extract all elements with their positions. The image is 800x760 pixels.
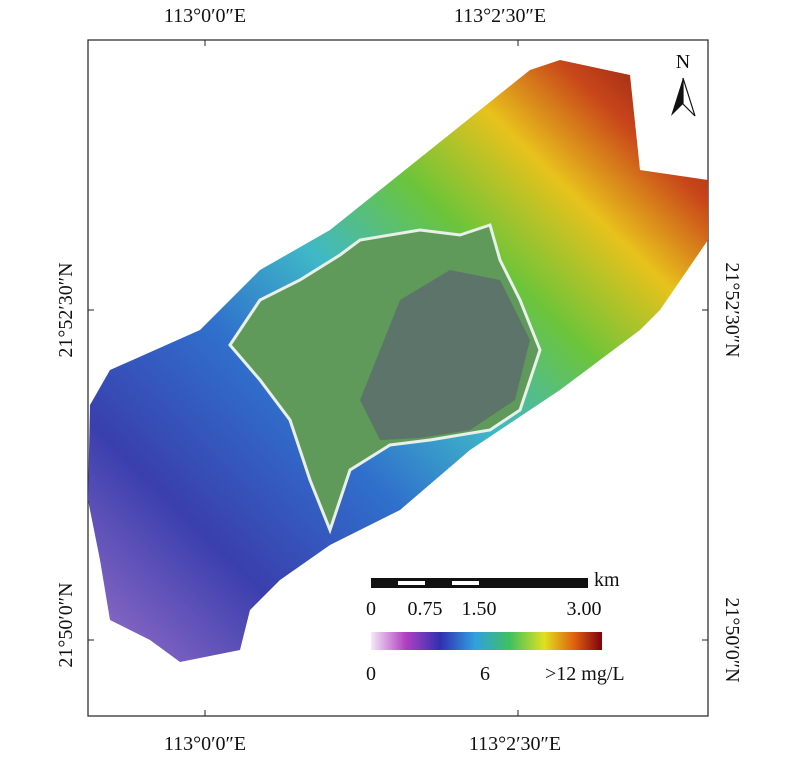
legend-label: 6 — [480, 663, 490, 685]
legend-label: 0 — [366, 663, 376, 685]
legend-label: >12 mg/L — [545, 663, 625, 685]
scale-label: 0 — [366, 598, 376, 620]
graticule-ticks — [88, 40, 708, 716]
lat-label: 21°52′30″N — [721, 262, 743, 357]
island-shade — [360, 270, 530, 440]
color-legend: 0 6 >12 mg/L — [366, 632, 625, 685]
lat-label: 21°50′0″N — [55, 582, 77, 667]
scale-label: 3.00 — [567, 598, 602, 620]
north-arrow: N — [671, 51, 696, 117]
scale-label: 0.75 — [408, 598, 443, 620]
lon-label: 113°0′0″E — [164, 733, 246, 755]
north-label: N — [676, 51, 690, 73]
scale-bar: km 0 0.75 1.50 3.00 — [366, 569, 620, 620]
lat-label: 21°50′0″N — [721, 597, 743, 682]
scale-label: 1.50 — [462, 598, 497, 620]
lat-label: 21°52′30″N — [55, 262, 77, 357]
scale-unit: km — [594, 569, 620, 591]
lon-label: 113°2′30″E — [469, 733, 561, 755]
lon-label: 113°2′30″E — [454, 5, 546, 27]
lon-label: 113°0′0″E — [164, 5, 246, 27]
